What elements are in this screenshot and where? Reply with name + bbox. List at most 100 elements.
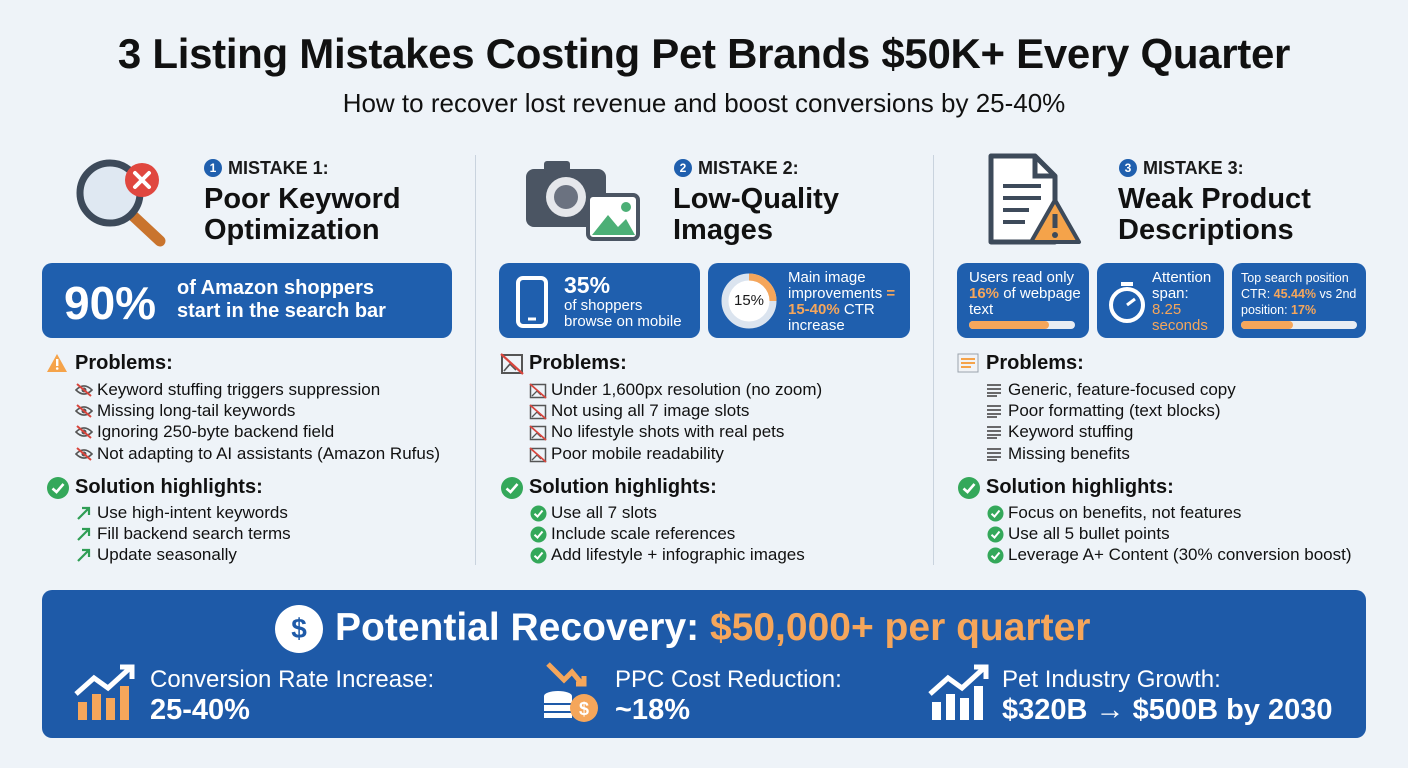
phone-icon	[516, 276, 548, 328]
stat-box: 15% Main image improvements = 15-40% CTR…	[708, 263, 910, 338]
icon	[530, 547, 547, 564]
stat-text: of webpage text	[969, 285, 1081, 318]
problem-item: Keyword stuffing	[1008, 422, 1134, 442]
problems-title: Problems:	[75, 352, 173, 374]
solution-item: Leverage A+ Content (30% conversion boos…	[1008, 545, 1352, 565]
progress-bar	[1241, 321, 1357, 329]
stat-text: of shoppers browse on mobile	[564, 297, 682, 330]
problem-item: Not using all 7 image slots	[551, 401, 750, 421]
svg-text:$: $	[579, 699, 589, 719]
divider	[933, 155, 934, 565]
icon	[74, 383, 94, 397]
recovery-item-label: PPC Cost Reduction:	[615, 666, 842, 693]
stat-highlight: 45.44%	[1273, 287, 1317, 301]
stat-box: 90% of Amazon shoppers start in the sear…	[42, 263, 452, 338]
solutions-title: Solution highlights:	[529, 476, 717, 498]
stat-value: 35%	[564, 272, 611, 298]
recovery-item-value: $320B → $500B by 2030	[1002, 694, 1333, 726]
icon	[530, 526, 547, 543]
bullet-icon	[986, 425, 1002, 444]
problems-title: Problems:	[529, 352, 627, 374]
solution-item: Update seasonally	[97, 545, 237, 565]
icon	[529, 446, 547, 463]
icon	[958, 477, 980, 499]
solution-item: Add lifestyle + infographic images	[551, 545, 805, 565]
stat-highlight: 17%	[1291, 303, 1317, 317]
mistake-heading: Low-Quality Images	[673, 183, 839, 246]
icon	[987, 447, 1001, 461]
bullet-icon	[529, 425, 547, 446]
icon	[74, 425, 94, 440]
bullet-icon	[76, 505, 92, 526]
problems-icon	[500, 353, 524, 380]
solutions-icon	[500, 476, 524, 505]
bullet-icon	[529, 446, 547, 468]
growth-icon	[928, 664, 989, 720]
icon	[501, 477, 523, 499]
ring-icon	[721, 273, 777, 329]
svg-text:$: $	[291, 613, 307, 644]
stat-value: 90%	[64, 277, 157, 329]
camera-icon	[526, 161, 640, 241]
bullet-icon	[530, 526, 547, 548]
solution-item: Focus on benefits, not features	[1008, 503, 1242, 522]
stat-text: Attention span: 8.25 seconds	[1152, 270, 1222, 334]
recovery-item-value: 25-40%	[150, 694, 250, 726]
solution-item: Use all 5 bullet points	[1008, 524, 1170, 544]
solutions-title: Solution highlights:	[986, 476, 1174, 498]
icon	[530, 505, 547, 522]
icon	[74, 446, 94, 461]
recovery-panel: $ Potential Recovery: $50,000+ per quart…	[42, 590, 1366, 738]
stat-text: CTR increase	[788, 301, 875, 334]
mistake-heading: Weak Product Descriptions	[1118, 183, 1311, 246]
stat-highlight: 16%	[969, 285, 1000, 302]
bullet-icon	[986, 404, 1002, 423]
solution-item: Include scale references	[551, 524, 736, 544]
problems-title: Problems:	[986, 352, 1084, 374]
title: 3 Listing Mistakes Costing Pet Brands $5…	[117, 30, 1291, 77]
growth-icon	[74, 664, 135, 720]
solutions-icon	[957, 476, 981, 505]
progress-bar	[969, 321, 1075, 329]
solutions-icon	[46, 476, 70, 505]
problem-item: Under 1,600px resolution (no zoom)	[551, 380, 823, 399]
stat-text: vs 2nd position:	[1241, 287, 1357, 317]
problems-icon	[46, 353, 68, 378]
problem-item: Generic, feature-focused copy	[1008, 380, 1236, 399]
stat-text: Top search position CTR: 45.44% vs 2nd p…	[1241, 270, 1363, 318]
icon	[500, 353, 524, 375]
bullet-icon	[530, 547, 547, 569]
stat-highlight: 8.25 seconds	[1152, 301, 1208, 334]
icon	[529, 383, 547, 399]
stat-text: Main image improvements	[788, 269, 883, 302]
mistake-heading: Poor Keyword Optimization	[204, 183, 401, 246]
mistake-label: MISTAKE 2:	[698, 158, 799, 178]
icon	[987, 426, 1001, 440]
stat-text: of Amazon shoppers start in the search b…	[177, 277, 386, 322]
bullet-icon	[986, 383, 1002, 402]
stat-box: Attention span: 8.25 seconds	[1097, 263, 1224, 338]
bullet-icon	[987, 547, 1004, 569]
solution-item: Use high-intent keywords	[97, 503, 288, 522]
recovery-label: Potential Recovery:	[335, 606, 700, 649]
stat-text: Main image improvements = 15-40% CTR inc…	[788, 270, 906, 334]
stat-text: Attention span:	[1152, 269, 1212, 302]
stat-text: Users read only	[969, 269, 1075, 286]
bullet-icon	[76, 526, 92, 547]
problem-item: Ignoring 250-byte backend field	[97, 422, 335, 442]
bullet-icon	[74, 404, 94, 423]
recovery-title: Potential Recovery: $50,000+ per quarter	[335, 606, 1090, 650]
magnifier-icon	[76, 159, 166, 247]
bullet-icon	[74, 383, 94, 402]
bullet-icon	[529, 383, 547, 404]
problems-icon	[957, 353, 979, 378]
bullet-icon	[530, 505, 547, 527]
bullet-icon	[74, 446, 94, 466]
problem-item: Missing benefits	[1008, 443, 1130, 463]
mistake-label: MISTAKE 3:	[1143, 158, 1244, 178]
problem-item: Missing long-tail keywords	[97, 401, 296, 421]
bullet-icon	[76, 547, 92, 568]
problem-item: Poor mobile readability	[551, 443, 724, 463]
stat-text: Users read only 16% of webpage text	[969, 270, 1081, 318]
